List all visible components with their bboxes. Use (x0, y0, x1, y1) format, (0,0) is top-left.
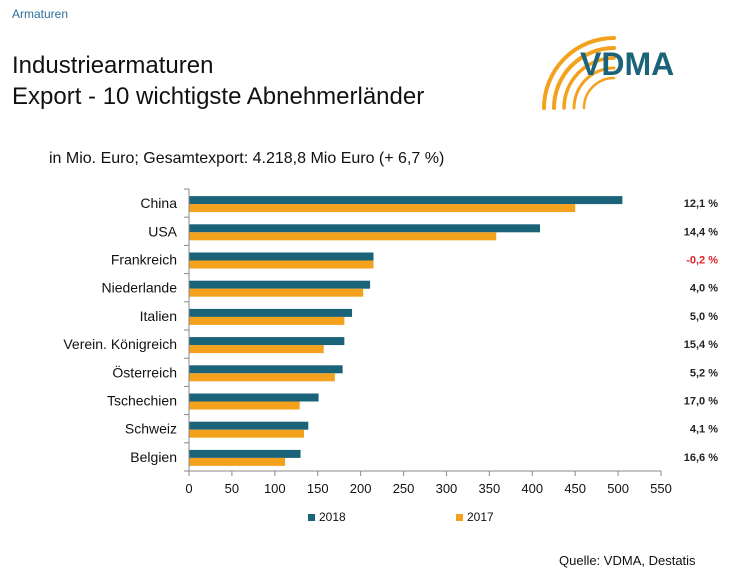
bar-2017-4 (189, 316, 345, 325)
change-label: 17,0 % (684, 396, 718, 408)
bars-group (189, 196, 623, 466)
category-label: Frankreich (111, 252, 177, 268)
bar-2017-0 (189, 204, 576, 213)
legend-label: 2017 (467, 510, 494, 524)
bar-2018-2 (189, 252, 374, 261)
x-tick-label: 50 (225, 481, 239, 496)
bar-2018-0 (189, 196, 623, 205)
bar-2018-1 (189, 224, 540, 233)
x-tick-label: 500 (607, 481, 629, 496)
category-label: Italien (140, 308, 177, 324)
logo-text: VDMA (580, 46, 674, 82)
change-label: 5,2 % (690, 367, 718, 379)
title-line-1: Industriearmaturen (12, 52, 214, 79)
legend-swatch-2018 (308, 514, 315, 521)
category-label: Belgien (130, 449, 177, 465)
x-tick-label: 400 (521, 481, 543, 496)
bar-2017-6 (189, 373, 335, 382)
x-tick-label: 250 (393, 481, 415, 496)
bar-2018-3 (189, 280, 371, 289)
change-label: 14,4 % (684, 226, 718, 238)
change-label: 16,6 % (684, 452, 718, 464)
category-labels: China USA Frankreich Niederlande Italien Vere… (63, 195, 177, 465)
x-tick-label: 350 (479, 481, 501, 496)
x-tick-label: 550 (650, 481, 672, 496)
bar-2017-5 (189, 345, 324, 354)
x-tick-label: 0 (185, 481, 192, 496)
x-tick-label: 100 (264, 481, 286, 496)
page-title: Industriearmaturen Export - 10 wichtigst… (12, 50, 424, 112)
change-label: 4,1 % (690, 424, 718, 436)
category-label: Niederlande (102, 280, 178, 296)
bar-2018-5 (189, 337, 345, 346)
bar-2018-8 (189, 421, 309, 430)
x-axis: 0 50 100 150 200 250 300 350 400 450 500 550 (184, 188, 672, 496)
bar-2017-8 (189, 429, 304, 438)
change-label: 15,4 % (684, 339, 718, 351)
change-label: -0,2 % (686, 255, 718, 267)
change-label: 5,0 % (690, 311, 718, 323)
bar-2017-2 (189, 260, 374, 269)
bar-2017-7 (189, 401, 300, 410)
bar-2017-1 (189, 232, 497, 241)
source-note: Quelle: VDMA, Destatis (559, 553, 696, 568)
x-tick-label: 150 (307, 481, 329, 496)
legend-swatch-2017 (456, 514, 463, 521)
bar-2018-9 (189, 449, 301, 458)
bar-2017-3 (189, 288, 364, 297)
category-label: Verein. Königreich (63, 336, 177, 352)
chart-subtitle: in Mio. Euro; Gesamtexport: 4.218,8 Mio … (49, 150, 445, 167)
bar-2018-7 (189, 393, 319, 402)
bar-2018-4 (189, 308, 353, 317)
category-label: Österreich (112, 363, 177, 380)
x-tick-label: 450 (564, 481, 586, 496)
change-label: 12,1 % (684, 198, 718, 210)
category-label: USA (148, 223, 177, 239)
change-labels: 12,1 % 14,4 % -0,2 % 4,0 % 5,0 % 15,4 % 5,2 % 1… (684, 198, 718, 464)
title-line-2: Export - 10 wichtigste Abnehmerländer (12, 83, 425, 110)
bar-2018-6 (189, 365, 343, 374)
x-tick-label: 200 (350, 481, 372, 496)
vdma-logo: VDMA (542, 36, 674, 110)
category-label: Tschechien (107, 393, 177, 409)
bar-2017-9 (189, 457, 286, 466)
category-label: China (140, 195, 177, 211)
legend: 2018 2017 (308, 510, 494, 524)
category-label: Schweiz (125, 421, 177, 437)
x-tick-label: 300 (436, 481, 458, 496)
section-label: Armaturen (12, 7, 69, 21)
change-label: 4,0 % (690, 283, 718, 295)
logo-arcs-icon (542, 36, 616, 110)
legend-label: 2018 (319, 510, 346, 524)
